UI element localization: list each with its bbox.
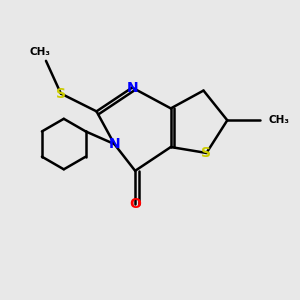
Text: S: S — [202, 146, 212, 160]
Text: CH₃: CH₃ — [269, 115, 290, 125]
Text: N: N — [126, 81, 138, 94]
Text: S: S — [56, 86, 66, 100]
Text: N: N — [109, 137, 120, 151]
Text: CH₃: CH₃ — [29, 47, 50, 57]
Text: O: O — [129, 196, 141, 211]
